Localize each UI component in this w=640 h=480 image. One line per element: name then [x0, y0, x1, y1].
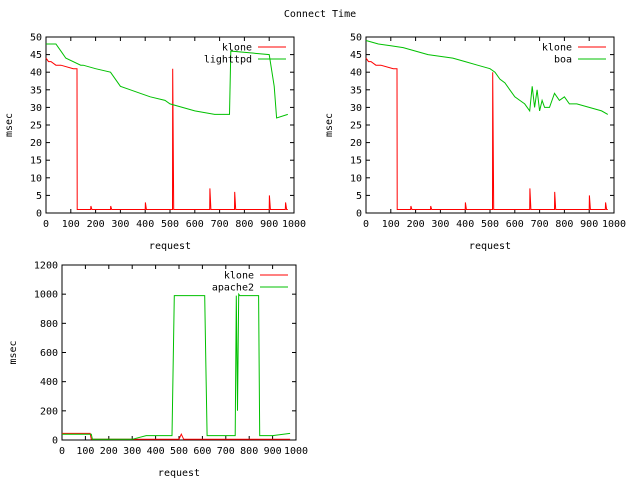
y-tick-label: 5 — [356, 191, 362, 202]
chart-panel-1: 0 100 200 300 400 500 600 700 800 900 1000 0 5 10 15 20… — [4, 33, 306, 253]
x-tick-label: 400 — [456, 219, 474, 230]
y-tick-label: 0 — [356, 209, 362, 220]
y-tick-label: 0 — [52, 436, 58, 447]
legend-label-klone: klone — [224, 271, 254, 282]
y-tick-label: 40 — [350, 68, 362, 79]
x-tick-label: 700 — [531, 219, 549, 230]
x-axis-label: request — [158, 468, 200, 479]
x-tick-label: 300 — [123, 446, 141, 457]
y-tick-label: 1000 — [34, 290, 58, 301]
x-tick-label: 100 — [76, 446, 94, 457]
series-line-klone — [365, 57, 608, 210]
plot-frame — [45, 36, 295, 214]
chart-panel-2: 0 100 200 300 400 500 600 700 800 900 1000 0 5 10 15 20… — [324, 33, 626, 253]
y-tick-label: 5 — [36, 191, 42, 202]
y-tick-label: 20 — [350, 138, 362, 149]
x-axis-label: request — [149, 241, 191, 252]
y-tick-label: 0 — [36, 209, 42, 220]
x-tick-label: 100 — [62, 219, 80, 230]
x-tick-label: 200 — [87, 219, 105, 230]
plot-frame — [365, 36, 615, 214]
x-tick-label: 1000 — [602, 219, 626, 230]
y-tick-label: 15 — [350, 156, 362, 167]
x-tick-label: 500 — [161, 219, 179, 230]
x-tick-label: 1000 — [284, 446, 308, 457]
series-line-apache2 — [62, 292, 291, 440]
x-tick-label: 1000 — [282, 219, 306, 230]
y-tick-label: 40 — [30, 68, 42, 79]
x-tick-label: 0 — [59, 446, 65, 457]
x-tick-label: 300 — [111, 219, 129, 230]
y-axis-label: msec — [8, 340, 19, 364]
legend-label-klone: klone — [222, 43, 252, 54]
x-tick-label: 800 — [240, 446, 258, 457]
legend-label-boa: boa — [554, 55, 572, 66]
y-tick-label: 15 — [30, 156, 42, 167]
y-tick-label: 50 — [30, 33, 42, 44]
x-tick-label: 900 — [264, 446, 282, 457]
x-tick-label: 0 — [43, 219, 49, 230]
x-tick-label: 600 — [193, 446, 211, 457]
x-tick-label: 800 — [555, 219, 573, 230]
x-tick-label: 600 — [506, 219, 524, 230]
series-line-klone — [62, 432, 291, 440]
plot-frame — [61, 264, 297, 441]
x-tick-label: 100 — [382, 219, 400, 230]
series-line-klone — [45, 57, 288, 210]
y-tick-label: 30 — [350, 103, 362, 114]
y-tick-label: 10 — [350, 173, 362, 184]
y-tick-label: 50 — [350, 33, 362, 44]
y-tick-label: 35 — [30, 85, 42, 96]
chart-panel-3: 0 100 200 300 400 500 600 700 800 900 100002004006… — [8, 261, 308, 480]
y-axis-label: msec — [324, 113, 335, 137]
x-tick-label: 500 — [481, 219, 499, 230]
x-tick-label: 0 — [363, 219, 369, 230]
y-tick-label: 600 — [40, 348, 58, 359]
y-tick-label: 800 — [40, 319, 58, 330]
y-axis-label: msec — [4, 113, 15, 137]
x-tick-label: 400 — [136, 219, 154, 230]
y-tick-label: 1200 — [34, 261, 58, 272]
x-tick-label: 400 — [147, 446, 165, 457]
y-tick-label: 200 — [40, 406, 58, 417]
legend-label-lighttpd: lighttpd — [204, 55, 252, 66]
x-tick-label: 800 — [235, 219, 253, 230]
y-tick-label: 25 — [350, 121, 362, 132]
y-tick-label: 25 — [30, 121, 42, 132]
chart-title: Connect Time — [284, 9, 356, 20]
series-line-lighttpd — [46, 43, 288, 119]
y-tick-label: 10 — [30, 173, 42, 184]
y-tick-label: 45 — [350, 50, 362, 61]
x-tick-label: 200 — [407, 219, 425, 230]
x-axis-label: request — [469, 241, 511, 252]
x-tick-label: 300 — [431, 219, 449, 230]
y-tick-label: 20 — [30, 138, 42, 149]
x-tick-label: 600 — [186, 219, 204, 230]
x-tick-label: 700 — [211, 219, 229, 230]
x-tick-label: 900 — [260, 219, 278, 230]
x-tick-label: 200 — [100, 446, 118, 457]
x-tick-label: 900 — [580, 219, 598, 230]
legend-label-klone: klone — [542, 43, 572, 54]
y-tick-label: 35 — [350, 85, 362, 96]
x-tick-label: 500 — [170, 446, 188, 457]
charts-group: 0 100 200 300 400 500 600 700 800 900 100005101520… — [4, 33, 626, 480]
y-tick-label: 45 — [30, 50, 42, 61]
series-line-boa — [365, 40, 609, 115]
y-tick-label: 30 — [30, 103, 42, 114]
legend-label-apache2: apache2 — [212, 283, 254, 294]
y-tick-label: 400 — [40, 377, 58, 388]
x-tick-label: 700 — [217, 446, 235, 457]
